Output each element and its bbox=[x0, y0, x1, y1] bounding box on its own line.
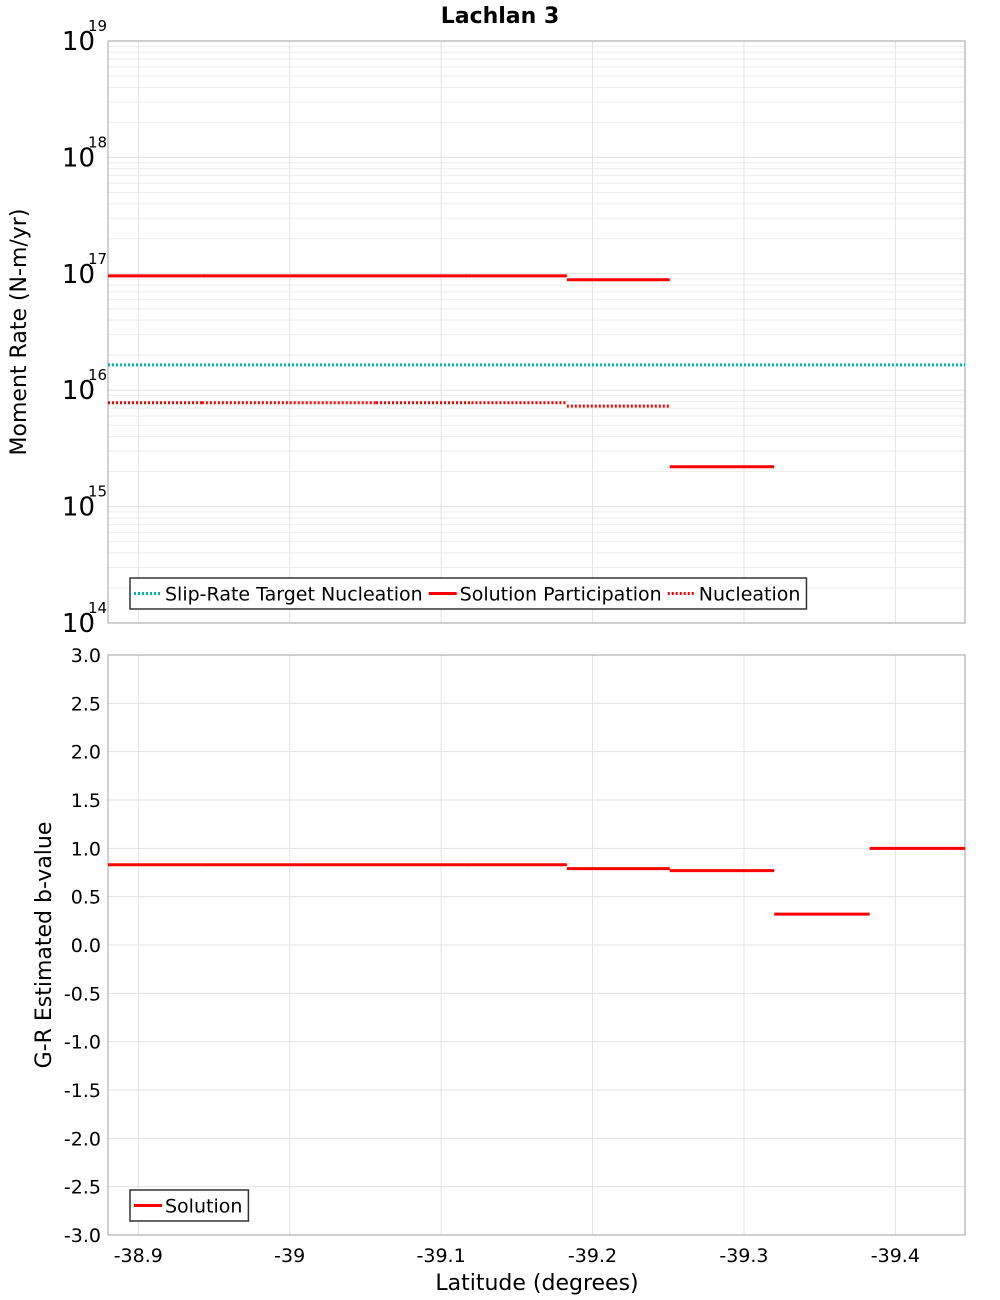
y-tick-label-base: 10 bbox=[62, 376, 95, 406]
x-tick-label: -38.9 bbox=[114, 1245, 163, 1267]
y-tick-label-exponent: 19 bbox=[88, 17, 107, 35]
y-tick-label: -1.0 bbox=[64, 1032, 101, 1054]
legend: Slip-Rate Target Nucleation Solution Part… bbox=[129, 577, 808, 610]
x-tick-label: -39 bbox=[274, 1245, 305, 1267]
legend-label: Slip-Rate Target Nucleation bbox=[165, 584, 423, 606]
y-tick-label: -2.5 bbox=[64, 1177, 101, 1199]
y-tick-label-base: 10 bbox=[62, 493, 95, 523]
y-tick-label: 1.0 bbox=[71, 838, 101, 860]
y-tick-label-exponent: 18 bbox=[88, 133, 107, 151]
x-tick-label: -39.4 bbox=[871, 1245, 920, 1267]
x-tick-label: -39.2 bbox=[568, 1245, 617, 1267]
y-tick-label: -2.0 bbox=[64, 1128, 101, 1150]
y-tick-label: 1.5 bbox=[71, 790, 101, 812]
series-solution-participation bbox=[108, 274, 775, 469]
y-tick-label-base: 10 bbox=[62, 260, 95, 290]
y-axis-label: Moment Rate (N-m/yr) bbox=[7, 209, 32, 456]
x-axis-label: Latitude (degrees) bbox=[435, 1271, 638, 1296]
y-tick-label-exponent: 15 bbox=[88, 483, 107, 501]
plot-border bbox=[107, 40, 966, 624]
y-tick-label: -1.5 bbox=[64, 1080, 101, 1102]
legend-label: Solution bbox=[165, 1196, 242, 1218]
series-solution bbox=[108, 846, 965, 916]
y-tick-label: 2.0 bbox=[71, 742, 101, 764]
y-tick-label: 2.5 bbox=[71, 693, 101, 715]
y-tick-label-base: 10 bbox=[62, 27, 95, 57]
y-tick-label-exponent: 14 bbox=[88, 599, 107, 617]
y-tick-label: 0.0 bbox=[71, 935, 101, 957]
y-tick-label: 0.5 bbox=[71, 887, 101, 909]
x-tick-label: -39.1 bbox=[417, 1245, 466, 1267]
y-axis-label: G-R Estimated b-value bbox=[32, 822, 57, 1069]
legend: Solution bbox=[129, 1189, 250, 1222]
legend-label: Nucleation bbox=[699, 584, 801, 606]
y-tick-label-base: 10 bbox=[62, 143, 95, 173]
panel-2: 3.0 2.5 2.0 1.5 1.0 0.5 0.0 -0.5 -1.0 -1.5 -2.0 -2.… bbox=[32, 645, 966, 1247]
x-tick-label: -39.3 bbox=[719, 1245, 768, 1267]
y-tick-label-base: 10 bbox=[62, 609, 95, 639]
legend-label: Solution Participation bbox=[460, 584, 662, 606]
y-tick-label: 3.0 bbox=[71, 645, 101, 667]
series-nucleation bbox=[108, 401, 670, 408]
chart-title: Lachlan 3 bbox=[441, 4, 560, 29]
y-tick-label-exponent: 17 bbox=[88, 250, 107, 268]
y-tick-label: -0.5 bbox=[64, 983, 101, 1005]
plot-border bbox=[107, 654, 966, 1236]
y-tick-label: -3.0 bbox=[64, 1225, 101, 1247]
y-tick-label-exponent: 16 bbox=[88, 366, 107, 384]
